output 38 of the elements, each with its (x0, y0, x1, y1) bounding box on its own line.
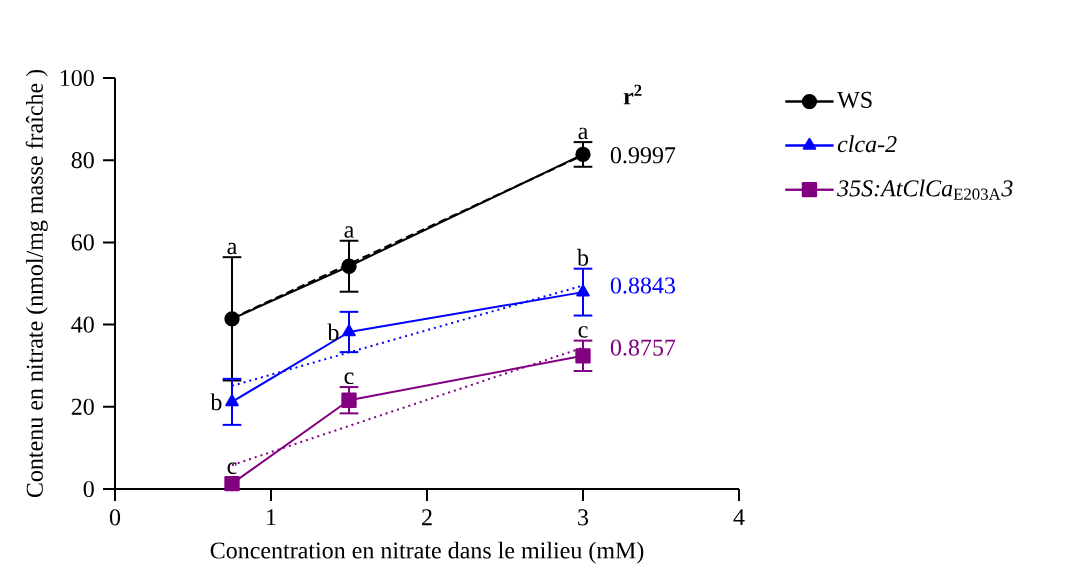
annotation: b (210, 393, 222, 411)
x-axis-title: Concentration en nitrate dans le milieu (mM) (210, 541, 644, 564)
point (224, 311, 240, 327)
annotation: a (227, 242, 238, 255)
point (576, 284, 590, 297)
y-tick-label: 40 (71, 316, 94, 333)
y-tick-label: 80 (71, 152, 94, 169)
y-axis-title: Contenu en nitrate (nmol/mg masse fraîche ) (25, 69, 48, 498)
point (341, 392, 357, 408)
y-tick-label: 100 (60, 69, 94, 87)
point (224, 475, 240, 492)
y-tick-label: 20 (71, 398, 94, 415)
point (575, 348, 591, 364)
x-tick-label: 0 (109, 509, 121, 526)
x-tick-label: 2 (422, 509, 432, 526)
point (342, 324, 356, 337)
series-label: 0.8843 (610, 277, 675, 294)
x-tick-label: 3 (578, 509, 589, 526)
annotation: a (344, 226, 355, 238)
annotation: b (577, 248, 589, 266)
annotation: b (327, 323, 339, 341)
annotation: a (578, 127, 589, 140)
annotation: c (227, 462, 237, 475)
series-label: 0.8757 (610, 339, 676, 356)
annotation: c (578, 326, 588, 338)
legend-label: WS (837, 91, 872, 109)
legend-label: 35S:AtClCa$_{E203A}$3 (837, 179, 1013, 200)
x-tick-label: 4 (733, 509, 745, 526)
x-tick-label: 1 (267, 509, 276, 526)
y-tick-label: 0 (83, 480, 94, 498)
point (341, 258, 357, 274)
legend-label: clca-2 (837, 135, 897, 153)
annotation: c (344, 372, 354, 385)
y-tick-label: 60 (71, 234, 94, 251)
point (575, 146, 591, 163)
point (225, 394, 239, 407)
annotation: r$^{2}$ (623, 84, 642, 105)
series-label: 0.9997 (610, 147, 676, 164)
